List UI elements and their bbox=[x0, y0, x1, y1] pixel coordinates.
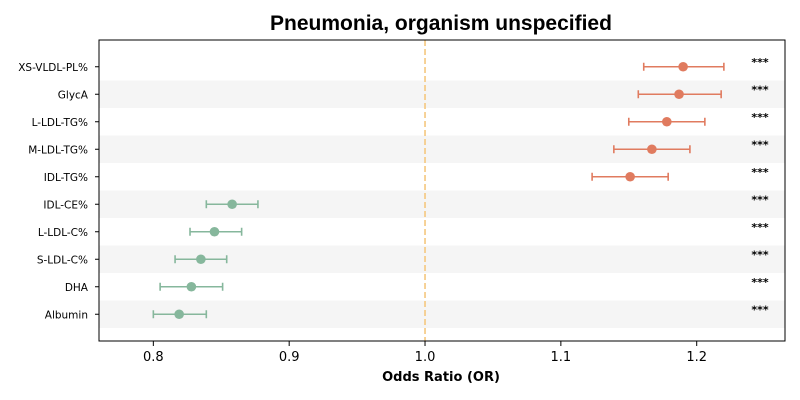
y-category-label: L-LDL-C% bbox=[38, 227, 88, 239]
data-point bbox=[678, 61, 688, 72]
significance-label: *** bbox=[751, 221, 769, 234]
significance-label: *** bbox=[751, 111, 769, 124]
significance-label: *** bbox=[751, 193, 769, 206]
y-category-label: IDL-TG% bbox=[44, 172, 88, 184]
significance-label: *** bbox=[751, 248, 769, 261]
y-category-label: DHA bbox=[65, 282, 89, 294]
data-point bbox=[625, 171, 635, 182]
plot-area: 0.8 0.9 1.0 1.1 1.2 XS-VLDL-PL% GlycA L-LDL-TG%… bbox=[18, 39, 786, 365]
data-point bbox=[227, 199, 237, 210]
chart-title: Pneumonia, organism unspecified bbox=[270, 12, 612, 35]
significance-label: *** bbox=[751, 83, 769, 96]
x-tick-label: 1.2 bbox=[686, 350, 707, 365]
data-point bbox=[196, 254, 206, 265]
y-category-label: L-LDL-TG% bbox=[32, 117, 88, 129]
y-category-label: IDL-CE% bbox=[43, 199, 88, 211]
x-tick-label: 1.1 bbox=[551, 350, 572, 365]
data-point bbox=[186, 281, 197, 292]
y-category-label: S-LDL-C% bbox=[37, 254, 88, 266]
y-category-label: Albumin bbox=[45, 309, 88, 321]
data-point bbox=[662, 116, 672, 127]
significance-label: *** bbox=[751, 303, 769, 316]
significance-label: *** bbox=[751, 166, 769, 179]
data-point bbox=[674, 89, 684, 100]
significance-label: *** bbox=[751, 56, 769, 69]
y-category-label: M-LDL-TG% bbox=[28, 144, 88, 156]
x-tick-label: 0.8 bbox=[143, 350, 164, 365]
x-tick-label: 1.0 bbox=[415, 350, 436, 365]
x-axis-label: Odds Ratio (OR) bbox=[382, 370, 500, 385]
row-shade bbox=[99, 190, 785, 218]
significance-label: *** bbox=[751, 276, 769, 289]
data-point bbox=[647, 144, 657, 155]
plot-frame bbox=[98, 39, 786, 342]
data-point bbox=[174, 309, 184, 320]
significance-label: *** bbox=[751, 138, 769, 151]
data-point bbox=[209, 226, 220, 237]
row-shade bbox=[99, 300, 785, 328]
y-category-label: GlycA bbox=[58, 89, 89, 101]
x-tick-label: 0.9 bbox=[279, 350, 300, 365]
y-category-label: XS-VLDL-PL% bbox=[18, 62, 88, 74]
